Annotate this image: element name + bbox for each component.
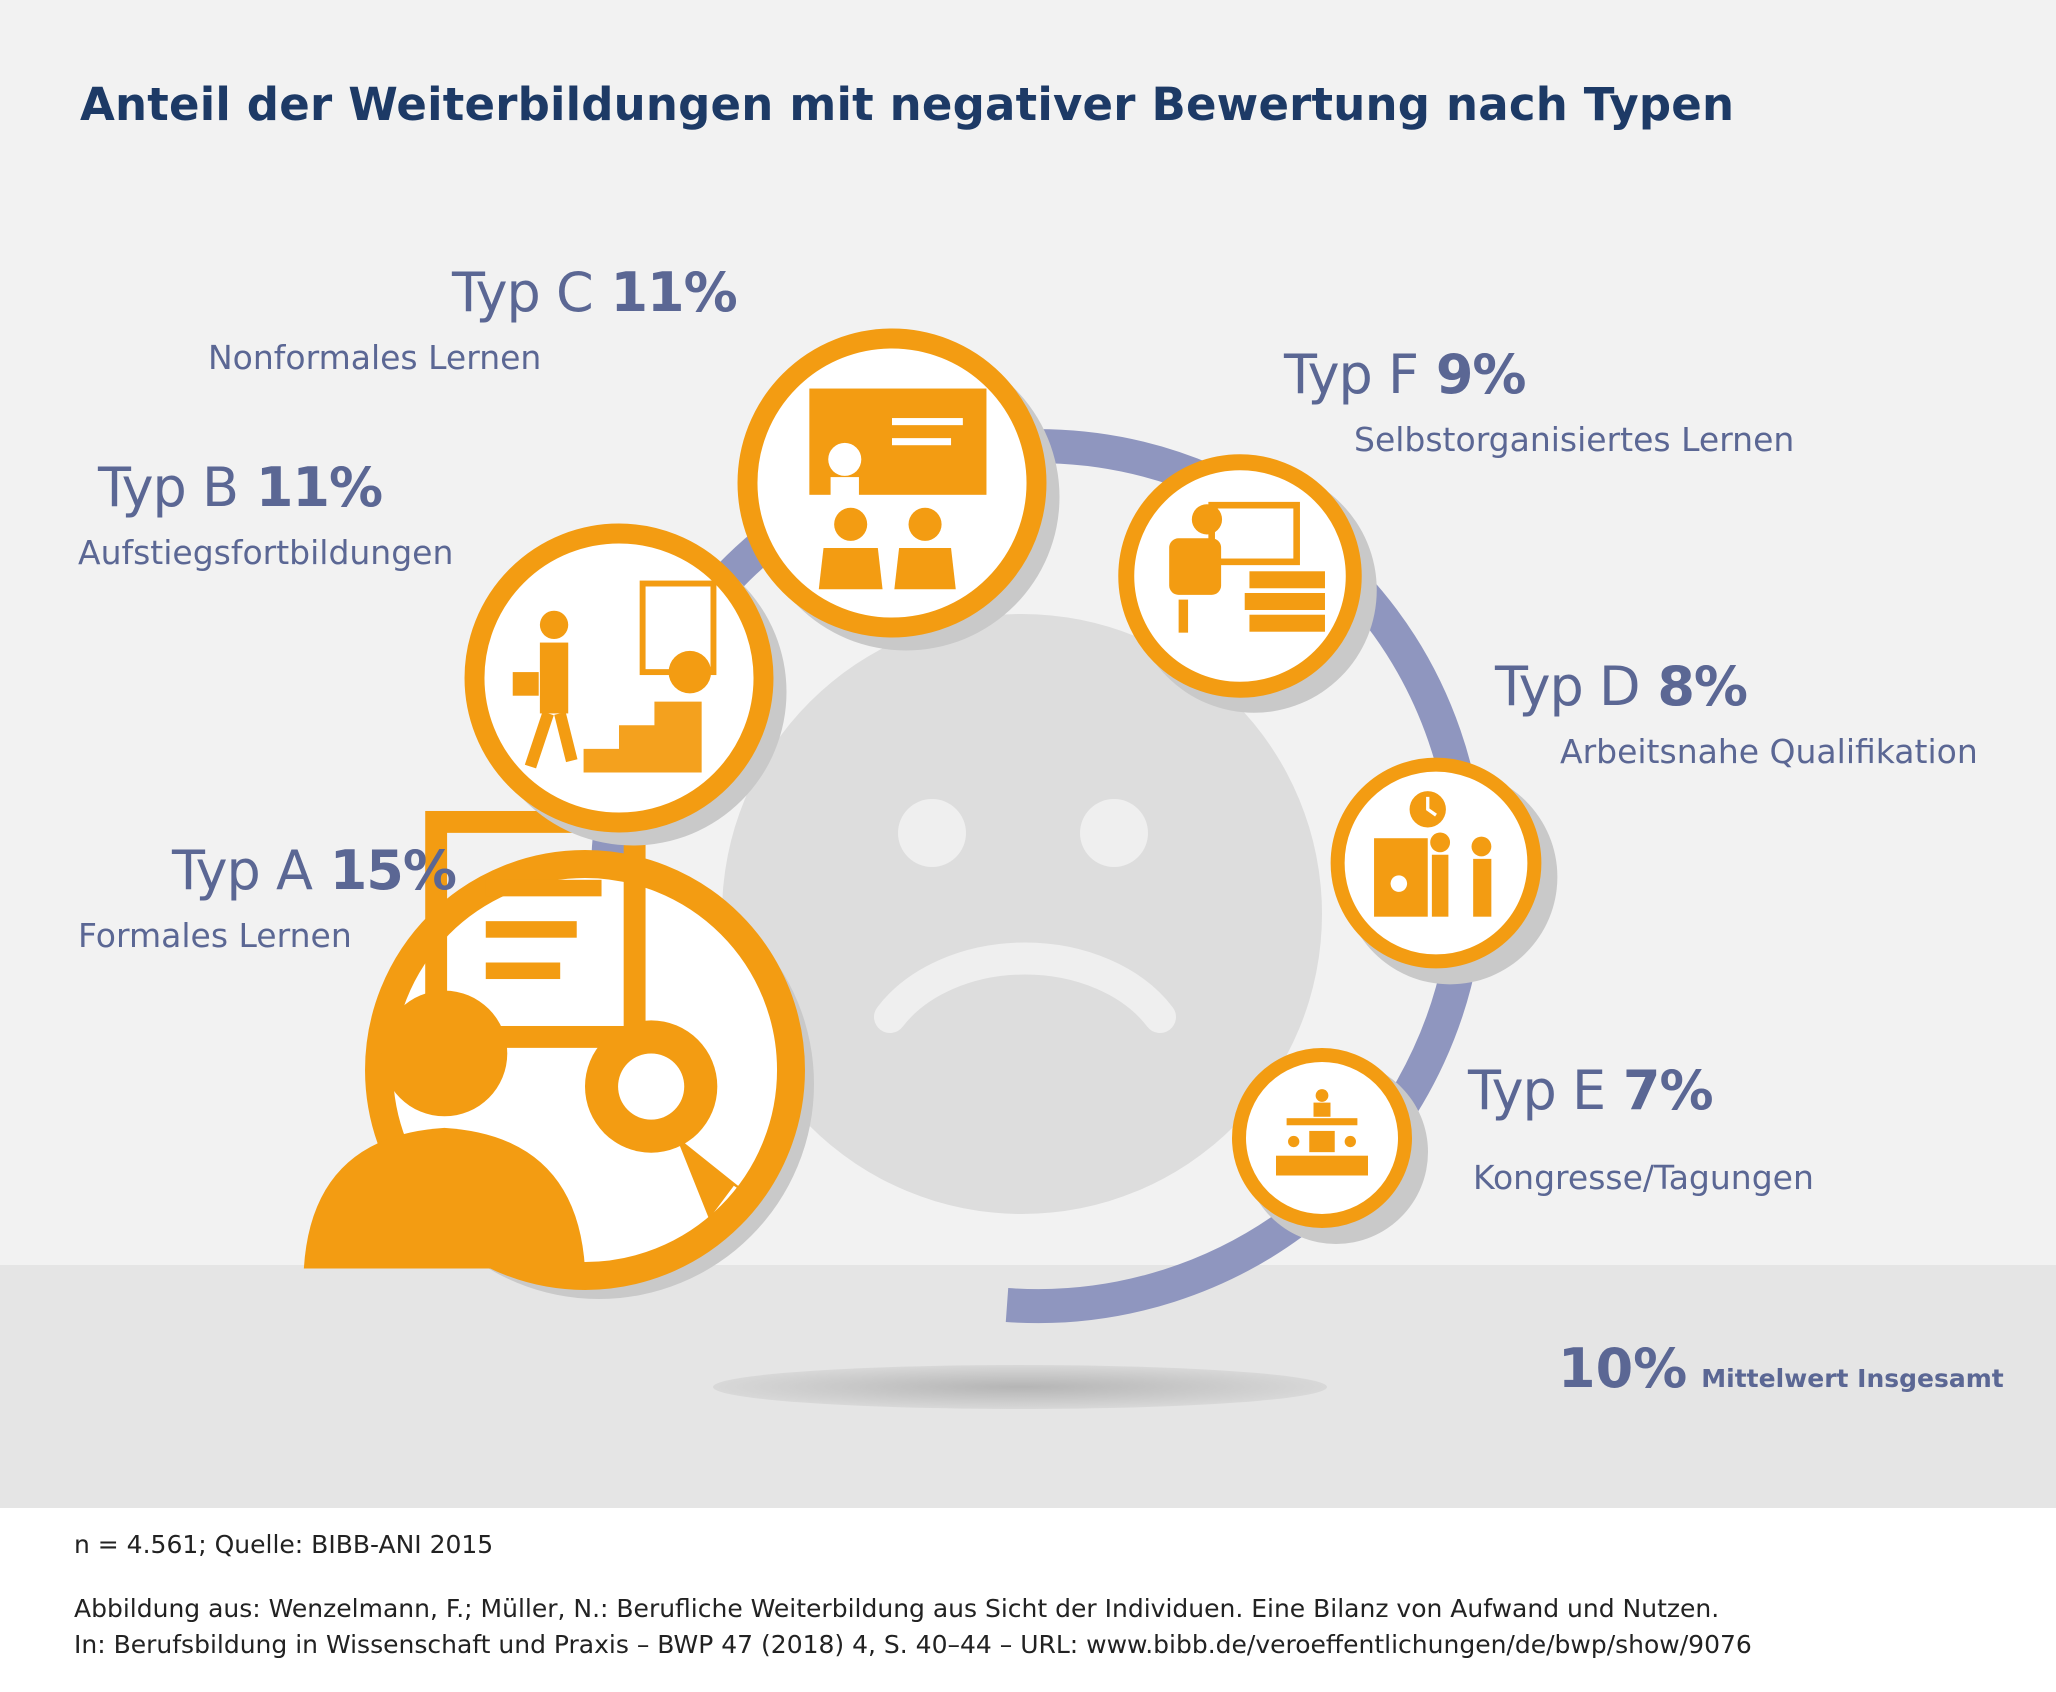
- type-description: Aufstiegsfortbildungen: [78, 533, 454, 572]
- label-typ-e: Typ E 7% Kongresse/Tagungen: [1468, 1060, 1814, 1198]
- type-heading: Typ E 7%: [1468, 1060, 1814, 1122]
- bubble-b: [464, 523, 787, 846]
- type-name: Typ C: [452, 261, 594, 324]
- citation-line-2: In: Berufsbildung in Wissenschaft und Pr…: [74, 1630, 1752, 1659]
- type-heading: Typ A 15%: [172, 839, 457, 902]
- type-name: Typ A: [172, 839, 313, 902]
- sad-face-left-eye: [898, 799, 966, 867]
- workplace-training-icon: [1374, 791, 1492, 917]
- bubble-group: [303, 328, 1558, 1299]
- mean-value: 10%: [1558, 1337, 1688, 1400]
- presentation-icon: [809, 388, 987, 590]
- type-value: 15%: [311, 839, 457, 902]
- sad-face-head: [722, 614, 1322, 1214]
- type-value: 9%: [1418, 343, 1527, 406]
- computer-books-icon: [1169, 501, 1325, 633]
- type-heading: Typ F 9%: [1284, 344, 1794, 406]
- type-description: Nonformales Lernen: [208, 338, 542, 377]
- type-description: Kongresse/Tagungen: [1473, 1158, 1814, 1197]
- type-name: Typ F: [1284, 343, 1419, 406]
- source-note: n = 4.561; Quelle: BIBB-ANI 2015: [74, 1530, 494, 1559]
- conference-icon: [1276, 1089, 1368, 1176]
- ground-shadow: [713, 1365, 1327, 1409]
- label-typ-b: Typ B 11% Aufstiegsfortbildungen: [78, 457, 453, 573]
- label-typ-c: Typ C 11% Nonformales Lernen: [208, 261, 738, 378]
- type-heading: Typ B 11%: [98, 457, 453, 519]
- bubble-c: [737, 328, 1060, 651]
- type-description: Arbeitsnahe Qualifikation: [1560, 732, 1978, 771]
- type-value: 7%: [1605, 1059, 1714, 1122]
- graduate-certificate-icon: [303, 810, 759, 1269]
- sad-face-mouth: [874, 942, 1176, 1033]
- chart-title: Anteil der Weiterbildungen mit negativer…: [80, 78, 1735, 131]
- type-description: Formales Lernen: [78, 916, 352, 955]
- bubble-a: [303, 810, 814, 1299]
- type-value: 11%: [238, 456, 383, 519]
- type-value: 8%: [1639, 655, 1748, 718]
- sad-face-right-eye: [1080, 799, 1148, 867]
- citation-line-1: Abbildung aus: Wenzelmann, F.; Müller, N…: [74, 1594, 1720, 1623]
- bubble-e: [1232, 1048, 1428, 1244]
- mean-indicator: 10% Mittelwert Insgesamt: [1558, 1337, 2004, 1400]
- bubble-f: [1118, 454, 1377, 713]
- type-name: Typ E: [1468, 1059, 1606, 1122]
- type-name: Typ D: [1495, 655, 1641, 718]
- label-typ-a: Typ A 15% Formales Lernen: [78, 839, 457, 956]
- type-value: 11%: [592, 261, 737, 324]
- bubble-d: [1330, 757, 1558, 985]
- type-heading: Typ D 8%: [1495, 656, 1978, 718]
- sad-face: [722, 614, 1322, 1214]
- type-description: Selbstorganisiertes Lernen: [1354, 420, 1795, 459]
- mean-label: Mittelwert Insgesamt: [1701, 1364, 2004, 1393]
- bubble-chart: [303, 328, 1558, 1409]
- label-typ-d: Typ D 8% Arbeitsnahe Qualifikation: [1495, 656, 1978, 772]
- type-name: Typ B: [98, 456, 239, 519]
- label-typ-f: Typ F 9% Selbstorganisiertes Lernen: [1284, 344, 1794, 460]
- career-stairs-icon: [512, 580, 717, 773]
- type-heading: Typ C 11%: [452, 261, 738, 324]
